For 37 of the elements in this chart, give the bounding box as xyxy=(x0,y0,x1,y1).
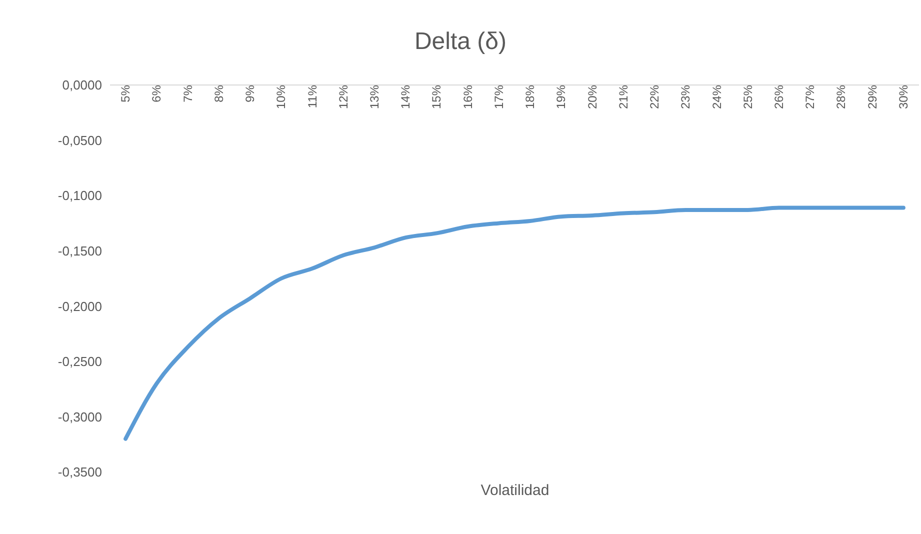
x-tick-label: 9% xyxy=(243,84,258,102)
x-tick-label: 28% xyxy=(834,84,848,110)
x-tick-label: 6% xyxy=(150,84,164,102)
x-tick-label: 23% xyxy=(678,84,693,110)
x-tick-label: 22% xyxy=(648,84,662,110)
y-tick-label: -0,3000 xyxy=(58,409,102,424)
x-tick-label: 16% xyxy=(460,84,475,110)
x-tick-label: 30% xyxy=(896,84,910,110)
x-tick-label: 19% xyxy=(554,84,568,110)
x-tick-label: 21% xyxy=(616,84,630,110)
y-tick-label: -0,1000 xyxy=(58,188,102,204)
x-tick-label: 24% xyxy=(710,84,724,110)
x-tick-label: 8% xyxy=(212,84,226,102)
chart-title: Delta (δ) xyxy=(413,28,508,56)
x-tick-label: 7% xyxy=(180,84,195,102)
y-tick-label: -0,3500 xyxy=(58,464,102,480)
x-tick-label: 27% xyxy=(803,84,818,110)
x-axis-title: Volatilidad xyxy=(480,482,550,499)
x-tick-label: 20% xyxy=(585,84,600,110)
y-tick-label: -0,0500 xyxy=(58,132,102,148)
y-tick-label: -0,2000 xyxy=(58,298,102,314)
x-tick-label: 5% xyxy=(118,84,133,102)
x-tick-label: 12% xyxy=(336,84,350,110)
x-tick-label: 14% xyxy=(398,84,413,110)
x-tick-label: 26% xyxy=(772,84,786,110)
y-tick-label: -0,2500 xyxy=(58,354,102,370)
x-tick-label: 25% xyxy=(740,84,755,110)
x-tick-label: 18% xyxy=(523,84,538,110)
line-series xyxy=(124,206,906,441)
x-tick-label: 15% xyxy=(430,84,444,110)
x-tick-label: 29% xyxy=(865,84,880,110)
y-tick-label: 0,0000 xyxy=(62,78,102,93)
x-tick-label: 11% xyxy=(305,84,320,108)
x-tick-label: 13% xyxy=(367,84,382,110)
x-tick-label: 17% xyxy=(492,84,506,110)
y-tick-label: -0,1500 xyxy=(58,243,102,258)
x-tick-label: 10% xyxy=(274,84,288,110)
